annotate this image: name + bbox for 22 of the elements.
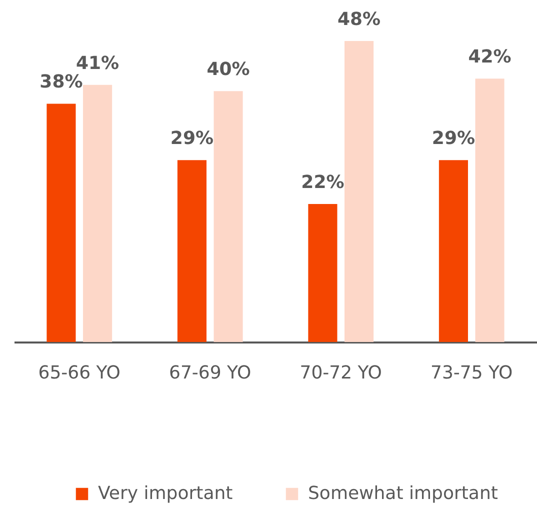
data-label: 38%	[40, 72, 83, 93]
x-tick-label: 73-75 YO	[430, 362, 513, 384]
legend-label: Somewhat important	[308, 483, 498, 504]
bar	[475, 78, 504, 342]
data-label: 29%	[170, 128, 214, 150]
bar	[344, 41, 374, 342]
bar	[214, 91, 243, 342]
legend-label: Very important	[98, 483, 233, 504]
bar	[83, 84, 112, 342]
bar	[177, 160, 206, 342]
bar	[438, 160, 468, 342]
x-tick-label: 70-72 YO	[300, 362, 382, 384]
x-tick-label: 67-69 YO	[169, 362, 252, 384]
data-label: 42%	[468, 46, 512, 68]
x-tick-label: 65-66 YO	[38, 362, 120, 384]
data-label: 48%	[337, 9, 381, 30]
data-label: 41%	[76, 52, 120, 74]
bar	[308, 204, 338, 342]
data-label: 40%	[206, 59, 250, 80]
bar	[46, 104, 76, 342]
data-label: 22%	[301, 172, 344, 194]
data-label: 29%	[432, 128, 476, 150]
